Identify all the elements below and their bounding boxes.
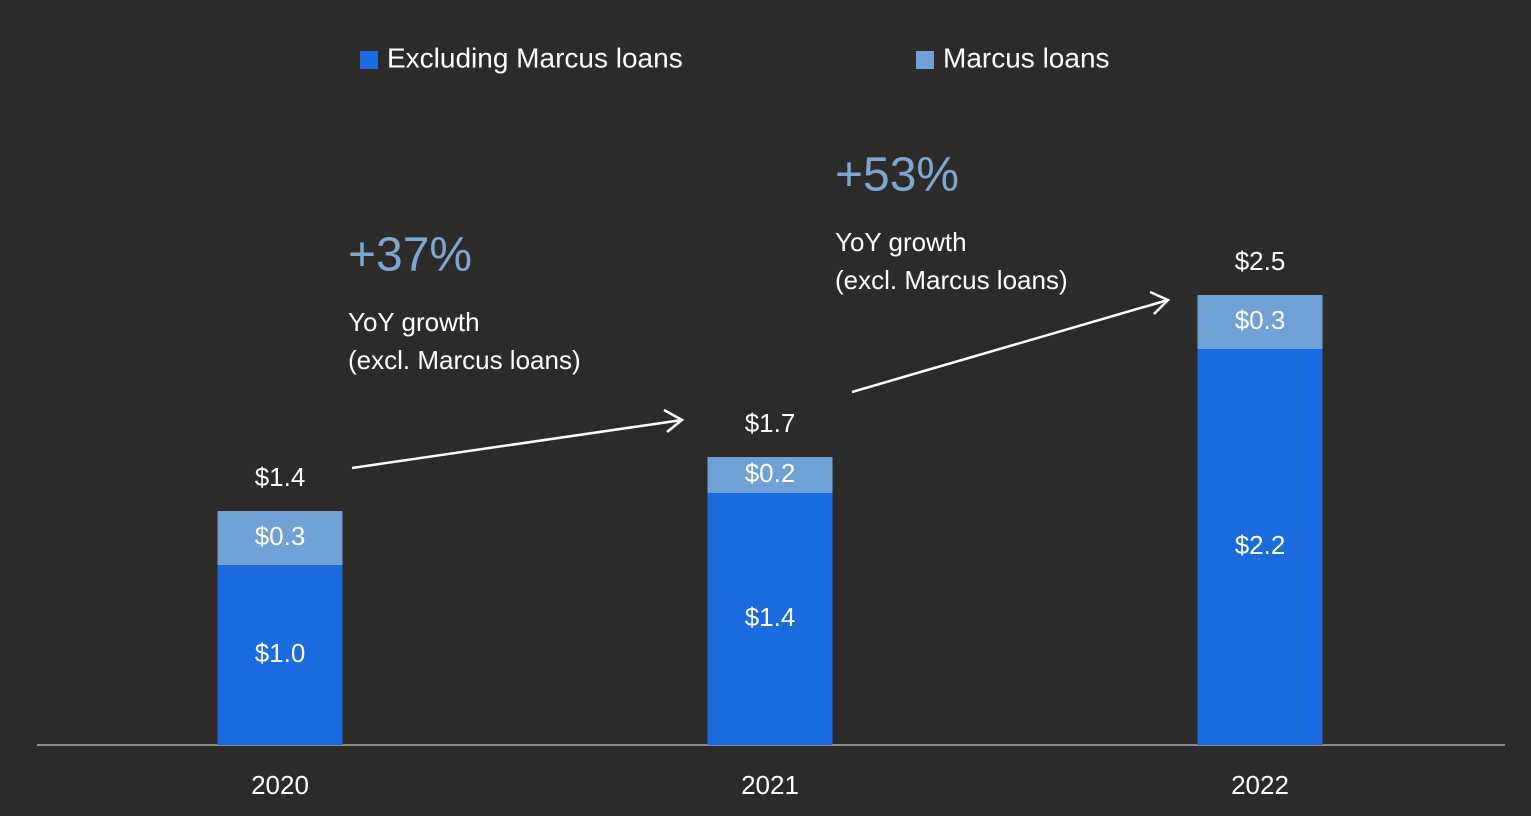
segment-label: $1.0: [255, 638, 306, 668]
arrows: [351, 290, 1171, 470]
legend-swatch: [916, 51, 934, 69]
legend-swatch: [360, 51, 378, 69]
growth-note: YoY growth: [348, 307, 480, 337]
growth-note: (excl. Marcus loans): [348, 345, 581, 375]
bar-segment: [707, 493, 833, 745]
legend-text: Excluding Marcus loans: [387, 42, 683, 73]
bar-segment: [217, 565, 343, 745]
legend-text: Marcus loans: [943, 42, 1110, 73]
arrow-line: [851, 298, 1169, 394]
segment-label: $2.2: [1235, 530, 1286, 560]
segment-label: $0.2: [745, 458, 796, 488]
bar-segment: [217, 511, 343, 565]
arrow-head: [1149, 290, 1171, 315]
x-tick-label: 2020: [251, 770, 309, 800]
segment-label: $1.4: [745, 602, 796, 632]
bar-segment: [1197, 295, 1323, 349]
x-tick-label: 2022: [1231, 770, 1289, 800]
bar-segment: [1197, 349, 1323, 745]
arrow-line: [351, 418, 683, 470]
total-label: $1.7: [745, 408, 796, 438]
total-label: $1.4: [255, 462, 306, 492]
growth-note: YoY growth: [835, 227, 967, 257]
segment-label: $0.3: [255, 521, 306, 551]
segment-label: $0.3: [1235, 305, 1286, 335]
growth-note: (excl. Marcus loans): [835, 265, 1068, 295]
growth-headline: +53%: [835, 149, 959, 202]
bar-segment: [707, 457, 833, 493]
arrow-head: [663, 408, 685, 433]
x-tick-label: 2021: [741, 770, 799, 800]
growth-headline: +37%: [348, 229, 472, 282]
total-label: $2.5: [1235, 246, 1286, 276]
